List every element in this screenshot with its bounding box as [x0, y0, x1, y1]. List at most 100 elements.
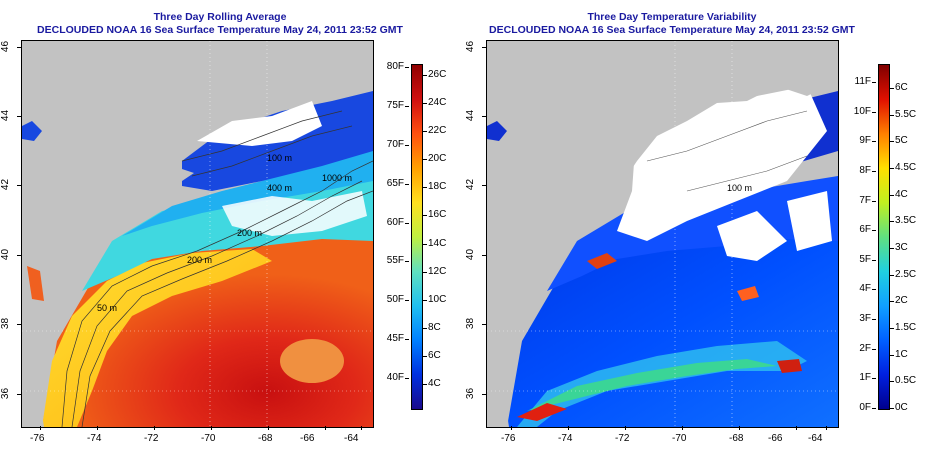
high-variability-spot	[517, 403, 567, 421]
colorbar-tick	[890, 141, 894, 143]
colorbar-tick	[872, 289, 876, 291]
colorbar-tick	[405, 183, 409, 185]
colorbar-label: 3F	[859, 313, 871, 325]
colorbar-label: 7F	[859, 194, 871, 206]
colorbar-label: 45F	[386, 333, 404, 345]
colorbar-tick	[872, 141, 876, 143]
bay-water	[487, 121, 507, 141]
left-title-line2: DECLOUDED NOAA 16 Sea Surface Temperatur…	[37, 24, 403, 36]
colorbar-label: 3C	[895, 242, 908, 253]
y-tick-label: 42	[465, 178, 477, 191]
y-tick-label: 38	[465, 317, 477, 330]
right-colorbar	[878, 64, 890, 410]
colorbar-label: 1F	[859, 372, 871, 384]
colorbar-tick	[872, 259, 876, 261]
colorbar-tick	[872, 408, 876, 409]
colorbar-label: 12C	[428, 265, 447, 277]
y-tick-label: 40	[0, 248, 12, 261]
colorbar-label: 10F	[853, 105, 871, 117]
colorbar-label: 6C	[895, 82, 908, 93]
x-tick-label: -74	[558, 433, 573, 444]
colorbar-tick	[890, 194, 894, 196]
colorbar-label: 1.5C	[895, 322, 917, 333]
colorbar-label: 14C	[428, 237, 447, 249]
colorbar-tick	[423, 271, 427, 273]
ocean-variability	[547, 176, 838, 291]
colorbar-tick	[890, 248, 894, 249]
right-title-line1: Three Day Temperature Variability	[587, 11, 757, 23]
x-tick-label: -70	[201, 433, 216, 444]
colorbar-label: 1C	[895, 348, 908, 360]
colorbar-label: 2C	[895, 295, 908, 307]
colorbar-tick	[405, 105, 409, 107]
graticule	[22, 41, 373, 427]
colorbar-label: 0.5C	[895, 375, 917, 387]
colorbar-tick	[423, 103, 427, 105]
colorbar-label: 8F	[859, 164, 871, 176]
colorbar-label: 4C	[428, 378, 441, 389]
bay-water	[27, 266, 44, 301]
colorbar-label: 16C	[428, 209, 447, 221]
colorbar-tick	[872, 111, 876, 113]
bathymetry-contours	[646, 110, 808, 192]
colorbar-label: 11F	[854, 76, 872, 87]
y-tick-label: 40	[465, 248, 477, 261]
warm-eddy	[280, 339, 344, 383]
colorbar-label: 6C	[428, 349, 441, 361]
y-tick-label: 46	[0, 40, 12, 53]
colorbar-label: 0F	[859, 402, 871, 413]
colorbar-tick	[890, 114, 894, 116]
x-tick-label: -72	[615, 433, 630, 444]
coastline-land	[22, 41, 373, 341]
x-tick-label: -76	[30, 433, 45, 444]
cloud-patch	[717, 211, 787, 261]
cloud-patch	[222, 191, 367, 236]
colorbar-label: 4C	[895, 188, 908, 200]
colorbar-tick	[423, 215, 427, 217]
colorbar-tick	[423, 327, 427, 329]
colorbar-label: 22C	[428, 125, 447, 137]
colorbar-tick	[423, 131, 427, 133]
colorbar-label: 80F	[386, 61, 404, 72]
colorbar-tick	[405, 261, 409, 263]
colorbar-label: 24C	[428, 97, 447, 109]
colorbar-label: 6F	[859, 224, 871, 236]
x-tick-label: -72	[144, 433, 159, 444]
x-tick-label: -70	[672, 433, 687, 444]
colorbar-label: 70F	[386, 138, 404, 150]
x-tick-label: -66	[768, 433, 783, 444]
y-tick-label: 44	[0, 109, 12, 122]
high-variability-spot	[777, 359, 802, 373]
coastline-land	[22, 311, 44, 427]
colorbar-tick	[890, 328, 894, 329]
x-tick-label: -68	[729, 433, 744, 444]
colorbar-label: 9F	[859, 135, 871, 147]
bathymetry-contours	[61, 110, 373, 427]
colorbar-label: 5C	[895, 135, 908, 147]
colorbar-tick	[890, 88, 894, 89]
colorbar-tick	[890, 221, 894, 223]
right-variability-svg: 100 m	[487, 41, 838, 427]
coastline-land	[487, 41, 838, 341]
colorbar-label: 26C	[428, 69, 447, 80]
colorbar-tick	[872, 200, 876, 202]
colorbar-label: 4.5C	[895, 162, 917, 173]
colorbar-tick	[872, 319, 876, 321]
right-variability-map: 100 m	[486, 40, 839, 428]
colorbar-tick	[890, 274, 894, 276]
y-tick-label: 44	[465, 109, 477, 122]
colorbar-tick	[405, 67, 409, 68]
left-sst-svg: 100 m 200 m 1000 m 50 m 400 m 200 m	[22, 41, 373, 427]
shelf-water	[42, 249, 272, 427]
right-title-line2: DECLOUDED NOAA 16 Sea Surface Temperatur…	[489, 24, 855, 36]
cloud-patch	[787, 191, 832, 251]
colorbar-label: 3.5C	[895, 215, 917, 227]
y-tick-label: 46	[465, 40, 477, 53]
colorbar-tick	[890, 381, 894, 383]
bay-water	[22, 121, 42, 141]
high-variability-spot	[737, 286, 759, 301]
x-tick-label: -74	[87, 433, 102, 444]
left-title-line1: Three Day Rolling Average	[153, 11, 287, 23]
colorbar-label: 5F	[859, 253, 871, 265]
colorbar-tick	[423, 299, 427, 301]
